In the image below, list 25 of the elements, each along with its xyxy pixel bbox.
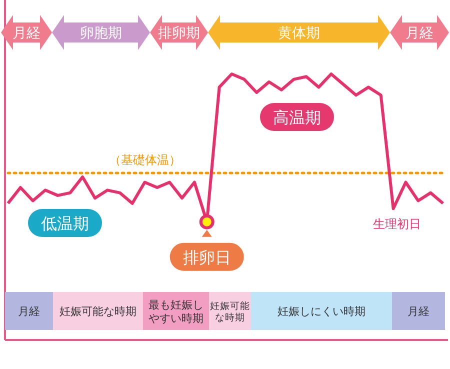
annotation: 卵胞期 (52, 15, 150, 50)
annotation: 妊娠しにくい時期 (251, 292, 392, 330)
annotation: 月経 (390, 15, 449, 50)
annotation: 排卵期 (150, 15, 208, 50)
ref-line-label: （基礎体温） (109, 153, 181, 167)
annotation: 妊娠可能な時期 (210, 300, 250, 324)
annotation: 黄体期 (208, 15, 390, 50)
annotation: 月経 (1, 15, 52, 50)
annotation: 月経 (5, 292, 53, 330)
annotation: 月経 (392, 292, 445, 330)
annotation: 最も妊娠しやすい時期 (143, 292, 209, 330)
annotation: 高温期 (260, 103, 334, 131)
annotation: 高温期 (273, 108, 321, 127)
annotation: 妊娠可能な時期 (60, 305, 136, 318)
annotation: 排卵日 (170, 214, 244, 271)
annotation: 妊娠可能な時期 (209, 292, 251, 330)
annotation: 排卵日 (182, 248, 231, 267)
annotation: 低温期 (41, 214, 89, 233)
annotation: 月経 (408, 305, 430, 318)
annotation: 妊娠しにくい時期 (278, 305, 366, 318)
annotation: 生理初日 (373, 217, 421, 231)
annotation: 妊娠可能な時期 (53, 292, 143, 330)
annotation: 月経 (18, 305, 40, 318)
annotation: 低温期 (28, 209, 102, 237)
annotation: 最も妊娠しやすい時期 (148, 298, 204, 325)
